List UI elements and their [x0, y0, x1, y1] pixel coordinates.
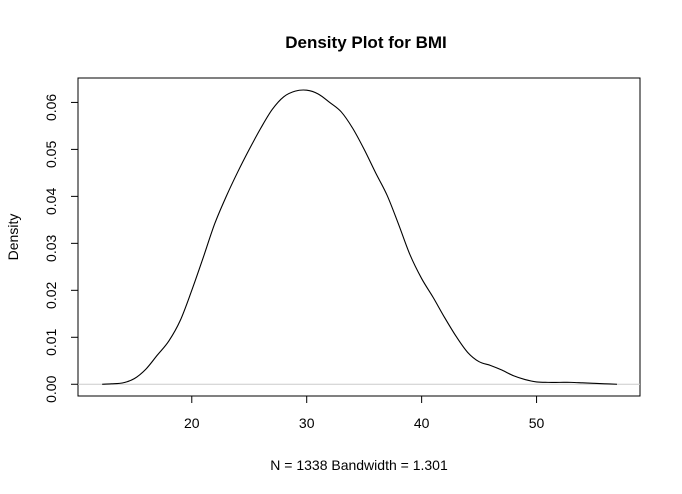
- x-tick-label: 20: [184, 415, 200, 431]
- density-curve: [102, 89, 618, 385]
- x-tick-label: 50: [529, 415, 545, 431]
- x-tick-label: 30: [299, 415, 315, 431]
- y-tick-label: 0.02: [43, 281, 59, 308]
- y-tick-label: 0.04: [43, 188, 59, 215]
- y-axis-label: Density: [5, 214, 21, 261]
- x-tick-label: 40: [414, 415, 430, 431]
- y-tick-label: 0.03: [43, 235, 59, 262]
- x-axis-label: N = 1338 Bandwidth = 1.301: [270, 457, 448, 473]
- y-tick-label: 0.01: [43, 328, 59, 355]
- chart-title: Density Plot for BMI: [285, 33, 447, 52]
- plot-frame: [77, 77, 641, 397]
- y-axis: 0.00 0.01 0.02 0.03 0.04 0.05 0.06: [43, 94, 78, 403]
- y-tick-label: 0.06: [43, 94, 59, 121]
- y-tick-label: 0.00: [43, 375, 59, 402]
- x-axis: 20 30 40 50: [184, 396, 545, 431]
- y-tick-label: 0.05: [43, 141, 59, 168]
